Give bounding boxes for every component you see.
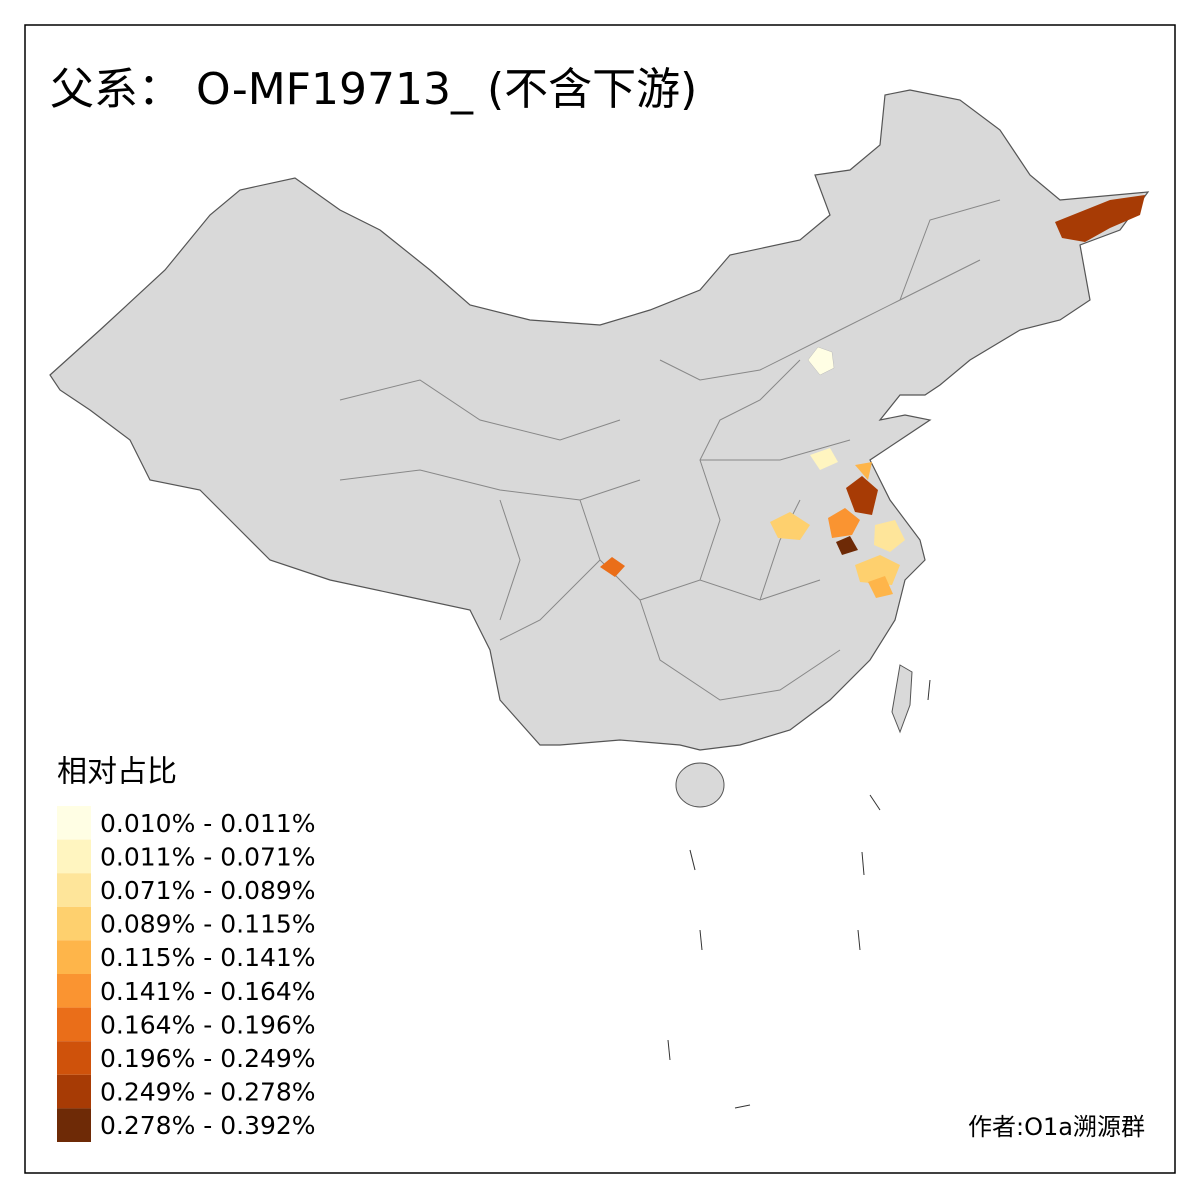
legend-label: 0.164% - 0.196% — [100, 1010, 316, 1039]
legend-label: 0.249% - 0.278% — [100, 1078, 316, 1107]
taiwan — [891, 664, 913, 734]
legend-label: 0.196% - 0.249% — [100, 1044, 316, 1073]
credit: 作者:O1a溯源群 — [968, 1113, 1145, 1141]
hainan — [675, 762, 725, 808]
region — [855, 555, 900, 585]
legend-label: 0.278% - 0.392% — [100, 1111, 316, 1140]
legend-swatch — [57, 1041, 91, 1075]
region — [855, 462, 872, 480]
legend-swatch — [57, 940, 91, 974]
province-borders — [339, 199, 1001, 701]
legend-swatch — [57, 839, 91, 874]
legend-title: 相对占比 — [57, 755, 177, 790]
region — [1055, 195, 1145, 242]
region — [874, 520, 905, 552]
legend-swatch — [57, 873, 91, 907]
legend: 0.010% - 0.011% 0.011% - 0.071% 0.071% - 0… — [57, 806, 316, 1142]
map-title: 父系： O-MF19713_ (不含下游) — [50, 64, 697, 115]
legend-label: 0.071% - 0.089% — [100, 876, 316, 905]
region — [810, 448, 838, 470]
legend-swatch — [57, 1007, 91, 1042]
region — [828, 508, 860, 538]
islands — [667, 679, 931, 1109]
region — [600, 557, 625, 577]
legend-label: 0.011% - 0.071% — [100, 842, 316, 871]
legend-swatch — [57, 906, 91, 941]
legend-label: 0.141% - 0.164% — [100, 977, 316, 1006]
legend-swatch — [57, 1108, 91, 1142]
region — [836, 536, 858, 555]
region — [770, 512, 810, 540]
legend-swatch — [57, 974, 91, 1008]
region — [846, 476, 878, 515]
legend-swatch — [57, 1074, 91, 1109]
highlighted-regions — [600, 195, 1145, 598]
legend-swatch — [57, 806, 91, 840]
legend-label: 0.115% - 0.141% — [100, 943, 316, 972]
region — [868, 576, 893, 598]
legend-label: 0.089% - 0.115% — [100, 910, 316, 939]
legend-label: 0.010% - 0.011% — [100, 809, 316, 838]
region — [807, 346, 835, 376]
